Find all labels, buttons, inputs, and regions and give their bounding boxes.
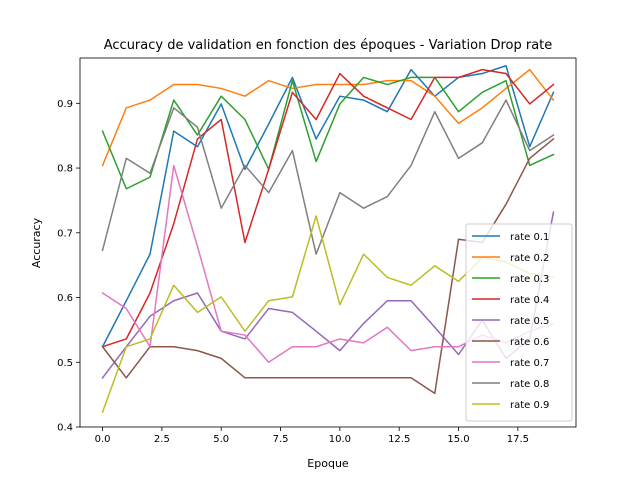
y-tick-label: 0.6	[57, 293, 73, 304]
series-line-rate-0-2	[101, 68, 555, 167]
series-line-rate-0-8	[101, 99, 555, 255]
legend-entry-label: rate 0.6	[510, 337, 549, 348]
y-axis-ticks: 0.4 0.5 0.6 0.7 0.8 0.9	[57, 99, 80, 434]
x-tick-label: 2.5	[154, 434, 170, 445]
x-tick-label: 10.0	[329, 434, 351, 445]
x-tick-label: 12.5	[388, 434, 410, 445]
legend-entry-label: rate 0.4	[510, 295, 549, 306]
series-line-rate-0-1	[101, 65, 555, 348]
legend-entry-label: rate 0.8	[510, 379, 549, 390]
legend-entry-label: rate 0.7	[510, 358, 549, 369]
legend-entry-label: rate 0.9	[510, 400, 549, 411]
x-tick-label: 7.5	[273, 434, 289, 445]
y-tick-label: 0.8	[57, 164, 73, 175]
x-tick-label: 15.0	[447, 434, 469, 445]
x-axis-label: Epoque	[307, 457, 349, 470]
series-line-rate-0-4	[101, 68, 555, 348]
y-axis-label: Accuracy	[30, 217, 43, 268]
legend-entry-label: rate 0.1	[510, 232, 549, 243]
chart-title: Accuracy de validation en fonction des é…	[104, 38, 553, 53]
series-line-rate-0-3	[101, 76, 555, 190]
x-tick-label: 0.0	[95, 434, 111, 445]
y-tick-label: 0.7	[57, 228, 73, 239]
legend-entry-label: rate 0.2	[510, 253, 549, 264]
legend: rate 0.1 rate 0.2 rate 0.3 rate 0.4 rate 0.5…	[465, 223, 573, 422]
axes-frame	[79, 57, 577, 428]
x-axis-ticks: 0.0 2.5 5.0 7.5 10.0 12.5 15.0 17.5	[95, 427, 529, 445]
legend-entry-label: rate 0.3	[510, 274, 549, 285]
y-tick-label: 0.9	[57, 99, 73, 110]
y-tick-label: 0.5	[57, 358, 73, 369]
legend-box	[465, 223, 573, 422]
y-tick-label: 0.4	[57, 423, 73, 434]
x-tick-label: 5.0	[213, 434, 229, 445]
x-tick-label: 17.5	[507, 434, 529, 445]
legend-entry-label: rate 0.5	[510, 316, 549, 327]
